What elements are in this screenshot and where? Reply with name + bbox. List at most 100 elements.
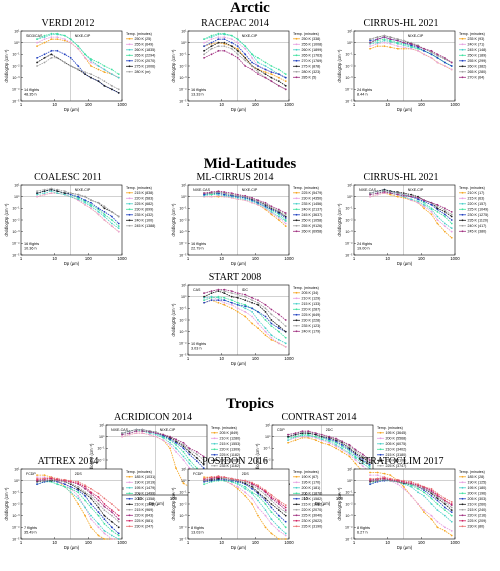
y-tick-label: 10⁻⁵: [12, 537, 20, 541]
data-point: [251, 61, 253, 64]
data-point: [90, 526, 92, 529]
legend-entry: 275 K (1006): [135, 65, 156, 69]
legend-entry: 270 K (64): [468, 76, 485, 80]
data-point: [264, 509, 267, 512]
y-tick-label: 10⁻²: [179, 64, 187, 68]
data-point: [436, 215, 439, 218]
data-point: [284, 336, 287, 339]
info-text: 13.03 h: [191, 531, 204, 535]
data-point: [383, 472, 386, 475]
data-point: [436, 492, 439, 495]
legend-marker: [128, 525, 131, 528]
legend-entry: 230 K (4350): [302, 197, 323, 201]
data-point: [270, 506, 273, 509]
data-point: [264, 205, 267, 208]
data-point: [417, 45, 419, 48]
y-tick-label: 10⁰: [14, 195, 20, 199]
data-point: [110, 514, 113, 517]
data-point: [348, 447, 351, 450]
legend-entry: 225 K (682): [135, 202, 154, 206]
x-tick-label: 100: [418, 102, 426, 107]
data-point: [277, 526, 280, 529]
data-point: [284, 345, 287, 348]
data-point: [128, 432, 131, 435]
data-point: [217, 477, 220, 480]
legend-title: Temp. (minutes): [293, 186, 319, 190]
data-point: [335, 443, 337, 446]
data-point: [436, 53, 439, 56]
data-point: [50, 56, 53, 59]
data-point: [203, 299, 205, 302]
data-point: [236, 310, 239, 313]
x-tick-label: 1: [20, 256, 23, 261]
data-point: [389, 477, 392, 480]
x-tick-label: 1: [187, 540, 190, 545]
data-point: [223, 296, 226, 299]
data-point: [257, 514, 259, 517]
data-point: [117, 225, 120, 228]
legend-entry: 220 K (287): [302, 308, 321, 312]
data-point: [264, 334, 267, 337]
legend-entry: 195 K (180): [468, 486, 487, 490]
data-point: [277, 210, 280, 212]
legend-marker: [379, 442, 382, 445]
data-point: [56, 188, 59, 191]
data-point: [97, 526, 100, 529]
data-point: [264, 68, 267, 71]
legend-entry: 260 K (1835): [135, 48, 156, 52]
data-point: [443, 509, 446, 512]
data-point: [307, 430, 310, 433]
y-tick-label: 10⁻²: [12, 502, 20, 506]
data-point: [77, 489, 80, 492]
panel-title: CIRRUS-HL 2021: [363, 172, 439, 183]
data-point: [270, 499, 273, 502]
data-point: [84, 487, 86, 490]
data-point: [210, 53, 213, 56]
data-point: [410, 482, 413, 485]
data-point: [423, 494, 425, 497]
data-point: [264, 71, 267, 74]
data-point: [84, 491, 86, 494]
legend-marker: [295, 475, 298, 478]
panel-cirrus-hl-2021-midlat: CIRRUS-HL 2021 1 10 100 1000 10⁻⁵ 10⁻⁴ 10⁻³ 10⁻²…: [336, 172, 496, 287]
data-point: [210, 47, 213, 50]
data-point: [97, 511, 100, 514]
data-point: [284, 76, 287, 79]
data-point: [50, 187, 53, 190]
data-point: [257, 506, 259, 509]
y-tick-label: 10⁻³: [179, 330, 187, 334]
data-point: [430, 503, 433, 505]
data-point: [77, 480, 80, 483]
data-point: [84, 506, 86, 509]
data-point: [69, 65, 72, 67]
data-point: [230, 34, 233, 37]
data-point: [230, 477, 233, 480]
legend-entry: 200 K (181): [302, 486, 321, 490]
data-point: [36, 41, 38, 44]
x-tick-label: 10: [219, 256, 224, 261]
legend-marker: [461, 224, 464, 227]
data-point: [376, 36, 379, 39]
data-point: [257, 303, 259, 306]
y-tick-label: 10¹: [347, 183, 353, 187]
legend-entry: 225 K (581): [135, 519, 154, 523]
data-point: [203, 483, 205, 486]
data-point: [117, 227, 120, 230]
legend-marker: [461, 43, 464, 46]
data-point: [287, 441, 289, 444]
data-point: [277, 509, 280, 512]
data-point: [376, 471, 379, 474]
data-point: [257, 68, 259, 71]
data-point: [103, 522, 106, 525]
legend-marker: [295, 224, 298, 227]
data-point: [284, 534, 287, 537]
data-point: [402, 192, 405, 195]
data-point: [284, 222, 287, 225]
data-point: [236, 198, 239, 201]
data-point: [244, 482, 247, 485]
legend-marker: [295, 76, 298, 79]
info-text: 48.35 h: [24, 93, 37, 97]
legend-entry: 200 K (5568): [386, 437, 407, 441]
legend-entry: 210 K (3402): [386, 448, 407, 452]
data-point: [251, 310, 253, 313]
